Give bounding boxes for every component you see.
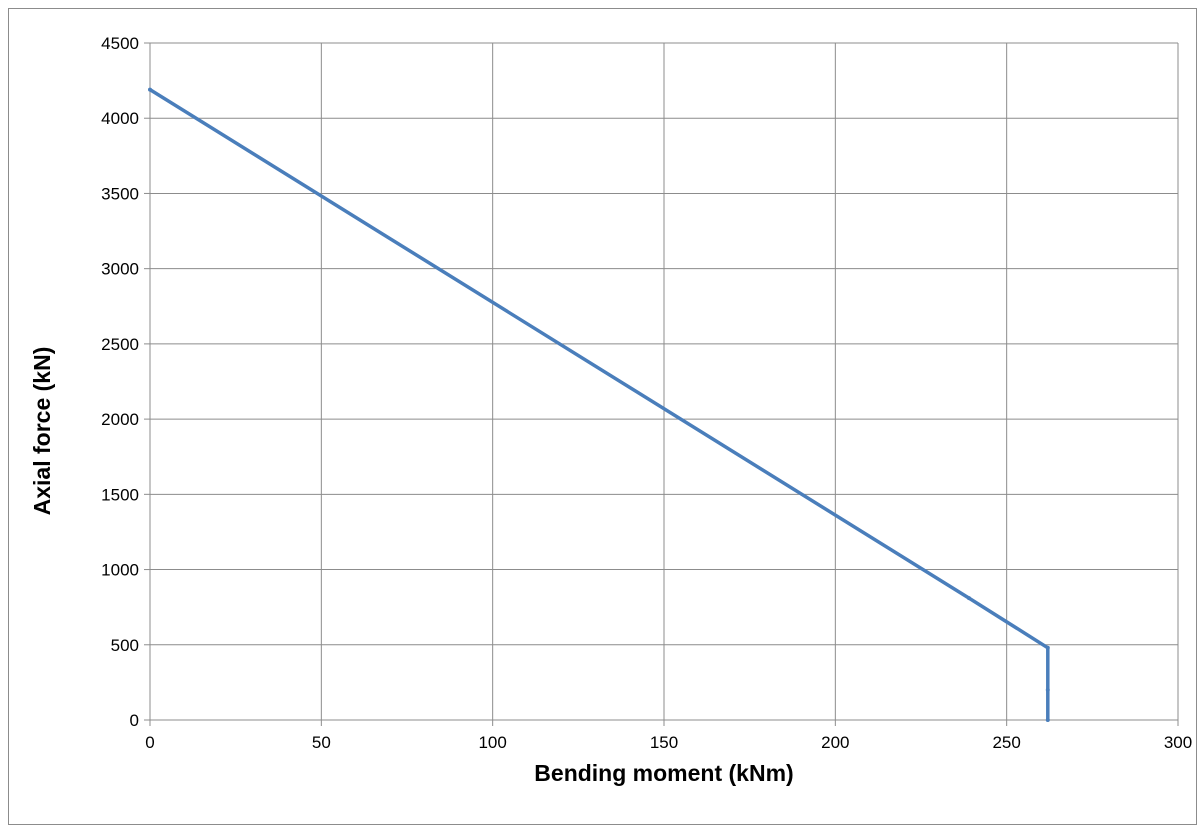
tick-labels: 0 500 1000 1500 2000 2500 3000 3500 4000 4500 0 50 1… [101,34,1192,752]
data-point [1045,645,1050,650]
chart-frame [8,8,1197,825]
y-tick-label: 500 [111,636,139,655]
x-tick-label: 0 [145,733,154,752]
x-axis-title: Bending moment (kNm) [534,760,793,786]
x-tick-label: 200 [821,733,849,752]
x-tick-label: 250 [992,733,1020,752]
data-point [148,87,152,92]
series-layer [148,87,1050,722]
data-point [966,596,971,601]
y-tick-label: 3000 [101,260,139,279]
x-tick-label: 50 [312,733,331,752]
y-tick-label: 4500 [101,34,139,53]
y-tick-label: 4000 [101,109,139,128]
y-axis-title: Axial force (kN) [29,347,55,516]
y-tick-label: 1000 [101,561,139,580]
data-point [1045,687,1050,692]
x-tick-label: 100 [478,733,506,752]
x-tick-label: 300 [1164,733,1192,752]
y-tick-label: 3500 [101,184,139,203]
x-tick-label: 150 [650,733,678,752]
y-tick-label: 0 [130,711,139,730]
y-tick-label: 2000 [101,410,139,429]
series-line [148,87,1050,722]
axes [144,42,1179,726]
y-tick-label: 2500 [101,335,139,354]
data-point [1045,718,1050,722]
y-tick-label: 1500 [101,485,139,504]
grid [150,42,1179,720]
